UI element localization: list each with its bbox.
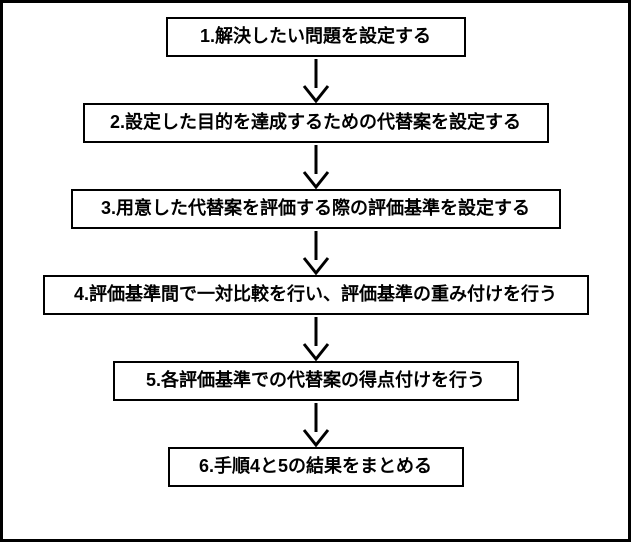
flowchart-frame: 1.解決したい問題を設定する 2.設定した目的を達成するための代替案を設定する 3.… [0, 0, 631, 542]
down-arrow-icon [302, 57, 330, 103]
down-arrow-icon [302, 315, 330, 361]
down-arrow-icon [302, 229, 330, 275]
flow-step-4: 4.評価基準間で一対比較を行い、評価基準の重み付けを行う [43, 275, 589, 315]
flow-step-5: 5.各評価基準での代替案の得点付けを行う [113, 361, 519, 401]
flow-step-3: 3.用意した代替案を評価する際の評価基準を設定する [71, 189, 561, 229]
down-arrow-icon [302, 401, 330, 447]
flow-step-2: 2.設定した目的を達成するための代替案を設定する [83, 103, 549, 143]
flow-step-6: 6.手順4と5の結果をまとめる [168, 447, 464, 487]
down-arrow-icon [302, 143, 330, 189]
flow-step-1: 1.解決したい問題を設定する [166, 17, 466, 57]
